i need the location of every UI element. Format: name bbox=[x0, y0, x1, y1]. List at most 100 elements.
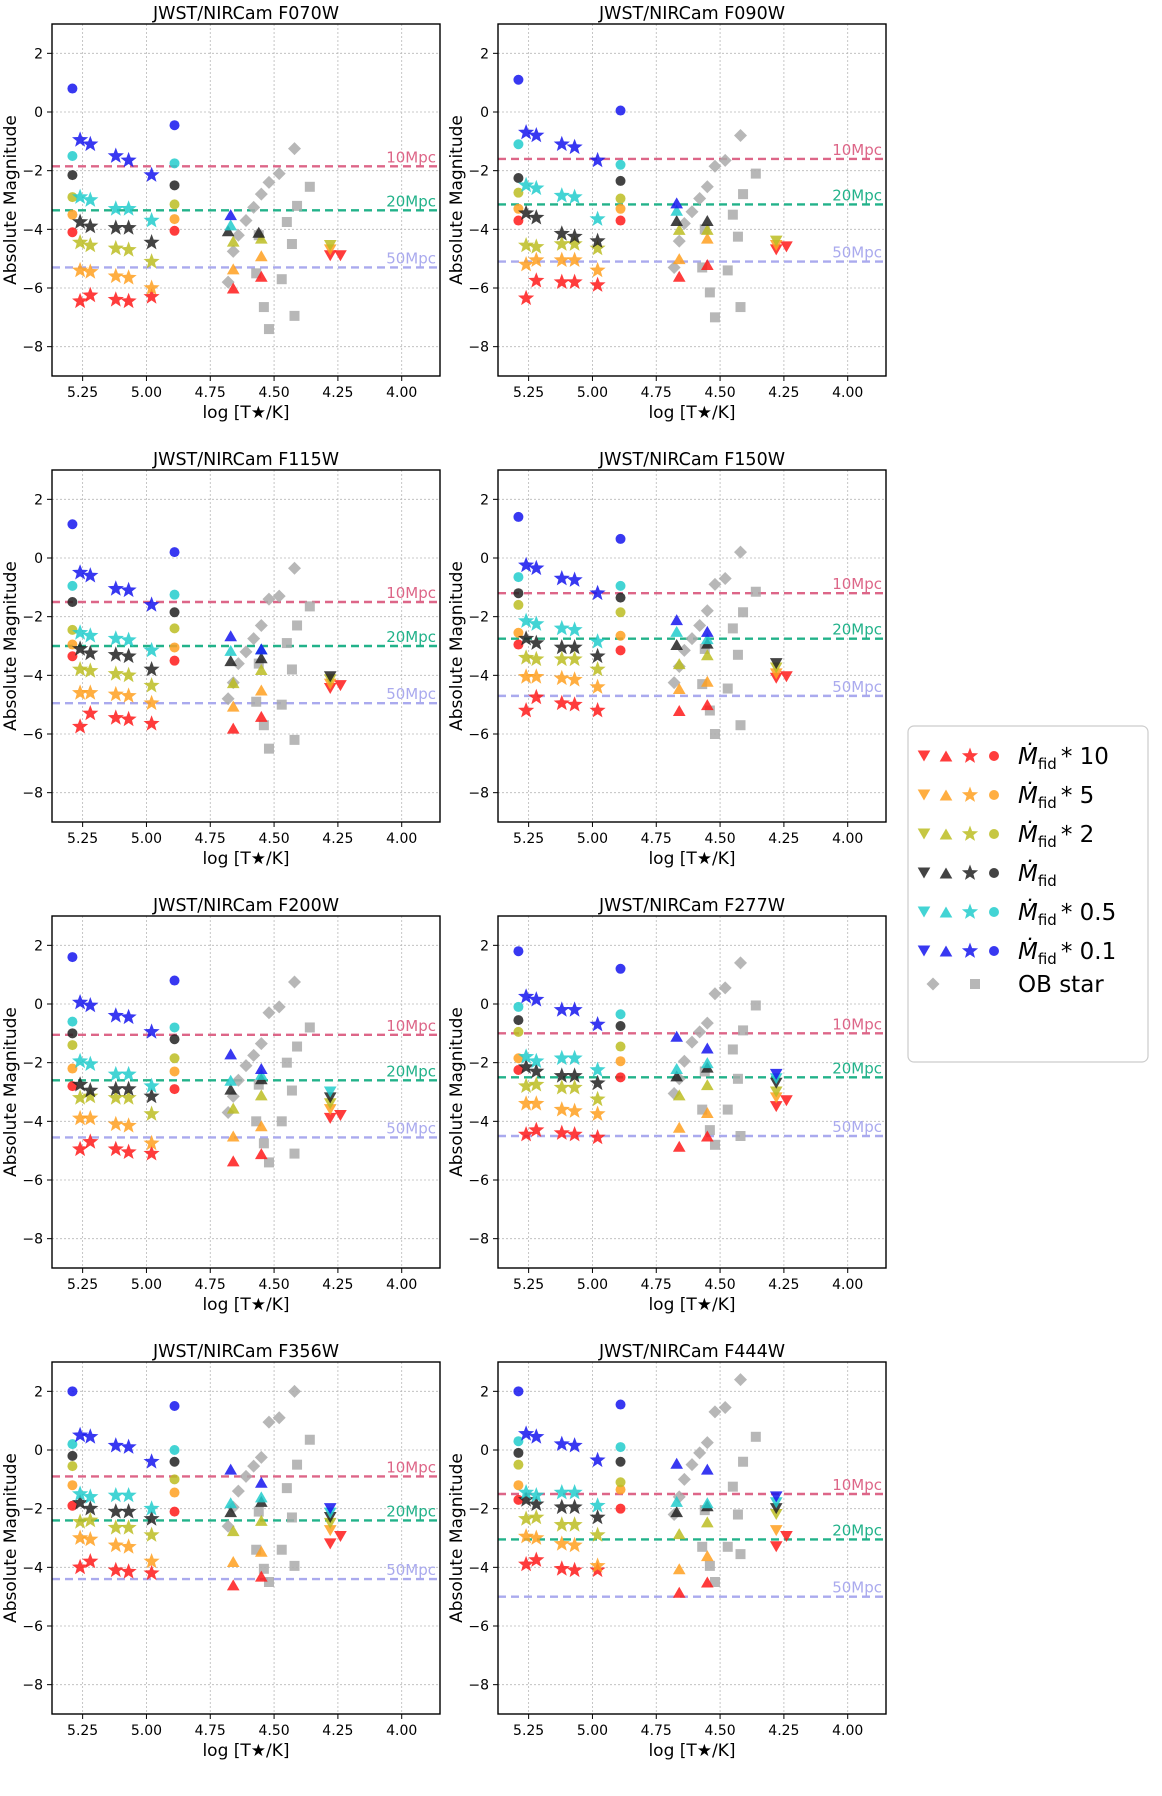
legend-star-icon bbox=[961, 747, 979, 763]
data-point-triangles bbox=[254, 1120, 268, 1132]
data-point-circles bbox=[67, 1439, 78, 1450]
data-point-stars bbox=[528, 1495, 545, 1512]
data-point-stars bbox=[566, 621, 583, 637]
data-point-stars bbox=[589, 1557, 606, 1573]
data-point-stars bbox=[553, 1484, 570, 1500]
x-tick-label: 4.00 bbox=[832, 1723, 863, 1739]
ob-diamond-point bbox=[262, 1006, 276, 1020]
y-tick-label: 0 bbox=[480, 997, 489, 1013]
data-point-stars bbox=[143, 1553, 160, 1569]
y-tick-label: −8 bbox=[468, 1232, 489, 1248]
data-point-triangles bbox=[700, 1107, 714, 1119]
data-point-triangles-down bbox=[323, 1503, 337, 1515]
y-axis-label: Absolute Magnitude bbox=[447, 1453, 467, 1623]
data-point-circles bbox=[615, 580, 626, 591]
data-point-stars bbox=[518, 1425, 535, 1441]
data-point-stars bbox=[72, 188, 89, 204]
legend-ob-label: OB star bbox=[1018, 972, 1104, 998]
ob-square-point bbox=[253, 658, 264, 669]
data-point-stars bbox=[566, 1536, 583, 1553]
distance-label: 10Mpc bbox=[832, 575, 882, 593]
ob-square-point bbox=[727, 209, 738, 220]
data-point-triangles bbox=[700, 1516, 714, 1528]
data-point-circles bbox=[169, 214, 180, 225]
data-point-circles bbox=[615, 630, 626, 641]
panels: JWST/NIRCam F070W 50Mpc 20Mpc 10Mpc 5.25 5.00… bbox=[1, 4, 887, 1761]
data-point-stars bbox=[566, 1079, 583, 1095]
data-point-stars bbox=[553, 1435, 570, 1451]
ob-diamond-point bbox=[700, 1016, 714, 1030]
ob-diamond-point bbox=[718, 572, 732, 586]
legend-entry: Ṁfid * 0.1 bbox=[917, 937, 1116, 968]
data-point-triangles bbox=[226, 1155, 240, 1167]
data-point-stars bbox=[553, 1560, 570, 1576]
data-point-stars bbox=[589, 261, 606, 278]
data-point-stars bbox=[72, 131, 89, 147]
x-tick-label: 4.25 bbox=[322, 1723, 353, 1739]
data-point-stars bbox=[82, 1488, 99, 1504]
data-point-stars bbox=[553, 273, 570, 289]
x-axis-label: log [T★/K] bbox=[202, 1295, 289, 1315]
data-point-triangles bbox=[226, 1102, 240, 1114]
ob-diamond-point bbox=[262, 175, 276, 189]
data-point-triangles bbox=[226, 1525, 240, 1537]
data-point-triangles bbox=[254, 270, 268, 282]
data-point-stars bbox=[82, 191, 99, 207]
legend-label: Ṁfid * 5 bbox=[1018, 781, 1094, 812]
x-tick-label: 4.25 bbox=[768, 831, 799, 847]
data-point-triangles bbox=[224, 1506, 238, 1518]
data-point-triangles bbox=[700, 1042, 714, 1054]
ob-diamond-point bbox=[685, 205, 699, 219]
data-point-triangles-down bbox=[323, 671, 337, 683]
ob-diamond-point bbox=[288, 1384, 301, 1398]
ob-diamond-point bbox=[672, 234, 686, 248]
data-point-stars bbox=[528, 1052, 545, 1069]
data-point-triangles bbox=[672, 270, 686, 282]
legend-triangle-up-icon bbox=[939, 828, 953, 840]
ob-diamond-point bbox=[226, 244, 240, 258]
ob-diamond-point bbox=[239, 214, 253, 228]
ob-diamond-point bbox=[239, 1059, 253, 1073]
ob-square-point bbox=[697, 679, 708, 690]
data-point-stars bbox=[82, 1511, 99, 1528]
data-point-triangles-down bbox=[769, 1491, 783, 1503]
data-point-circles bbox=[67, 597, 78, 607]
ob-square-point bbox=[697, 262, 708, 273]
data-point-circles bbox=[615, 1503, 626, 1514]
y-tick-label: −4 bbox=[468, 668, 489, 684]
data-point-circles bbox=[513, 1386, 524, 1397]
data-point-stars bbox=[566, 1126, 583, 1142]
data-point-stars bbox=[143, 212, 160, 228]
data-point-circles bbox=[513, 173, 524, 183]
data-point-triangles bbox=[700, 649, 714, 661]
ob-square-point bbox=[292, 620, 303, 631]
ob-diamond-point bbox=[700, 604, 714, 618]
data-point-triangles bbox=[226, 235, 240, 247]
legend-entry: Ṁfid * 10 bbox=[917, 742, 1109, 773]
ob-square-point bbox=[253, 1079, 264, 1090]
ob-square-point bbox=[727, 1481, 738, 1492]
y-tick-label: −6 bbox=[22, 1619, 43, 1635]
data-point-triangles-down bbox=[769, 1086, 783, 1098]
data-point-circles bbox=[67, 580, 78, 591]
data-point-triangles-down bbox=[769, 1509, 783, 1521]
x-tick-label: 4.50 bbox=[704, 831, 735, 847]
data-point-stars bbox=[82, 1055, 99, 1071]
data-point-stars bbox=[107, 1115, 124, 1132]
x-tick-label: 4.75 bbox=[195, 831, 226, 847]
data-point-stars bbox=[589, 276, 606, 292]
distance-label: 20Mpc bbox=[832, 1059, 882, 1077]
data-point-stars bbox=[82, 684, 99, 700]
data-point-triangles-down bbox=[323, 1098, 337, 1110]
data-point-stars bbox=[553, 1049, 570, 1066]
data-point-triangles-down bbox=[334, 680, 347, 692]
data-point-triangles bbox=[226, 263, 240, 275]
data-point-stars bbox=[107, 580, 124, 596]
ob-square-point bbox=[704, 1125, 715, 1136]
panel-title: JWST/NIRCam F150W bbox=[598, 450, 785, 470]
ob-square-point bbox=[738, 1456, 749, 1467]
legend-diamond-icon bbox=[926, 977, 940, 991]
data-point-stars bbox=[553, 1516, 570, 1532]
legend-label: Ṁfid bbox=[1018, 859, 1057, 890]
ob-square-point bbox=[281, 1483, 292, 1494]
